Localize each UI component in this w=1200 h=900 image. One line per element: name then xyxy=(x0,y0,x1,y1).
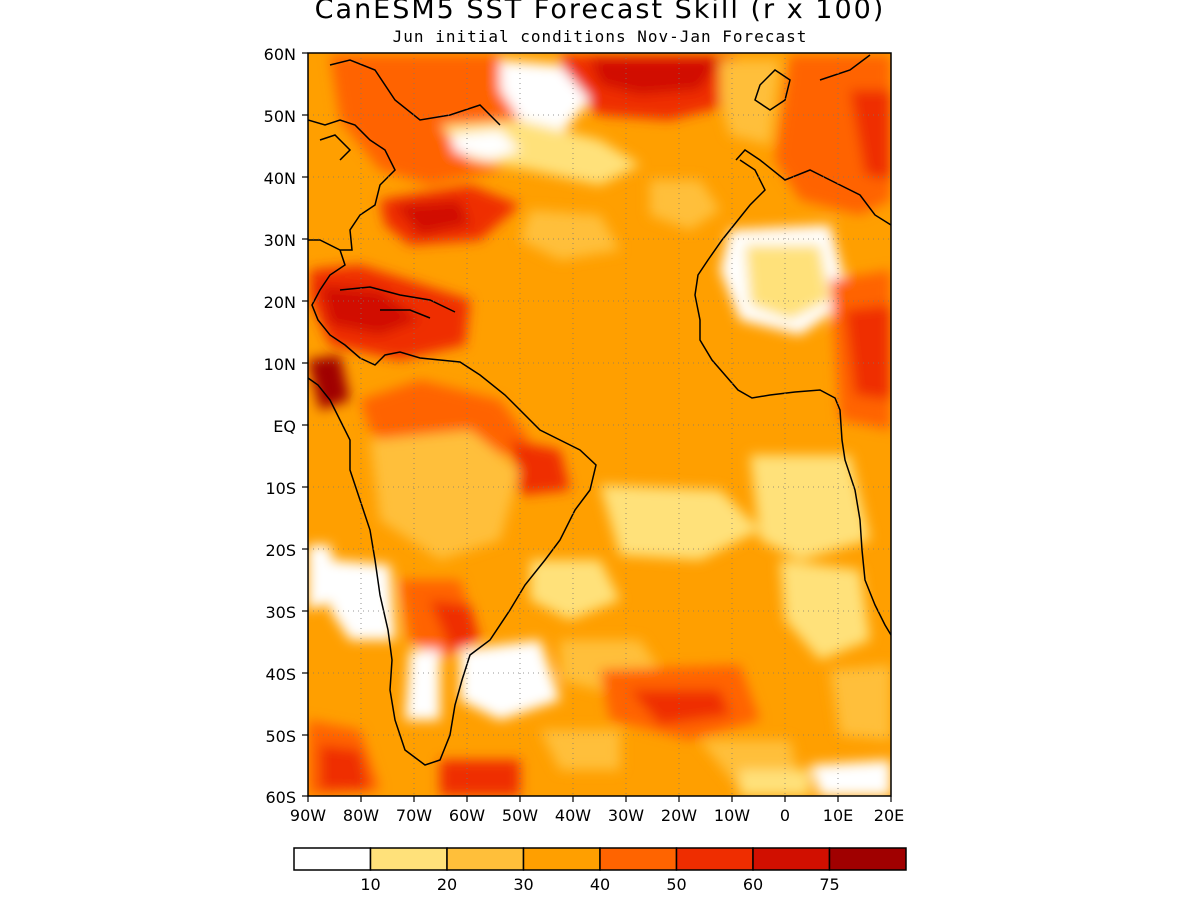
lon-label-20w: 20W xyxy=(661,806,697,825)
map-gridlines xyxy=(308,53,891,796)
lon-label-90w: 90W xyxy=(290,806,326,825)
lat-label-60n: 60N xyxy=(264,45,296,64)
lon-label-50w: 50W xyxy=(502,806,538,825)
colorbar: 10 20 30 40 50 60 75 xyxy=(293,847,907,894)
lat-label-30n: 30N xyxy=(264,231,296,250)
lon-label-70w: 70W xyxy=(396,806,432,825)
colorbar-swatch xyxy=(369,847,448,871)
colorbar-label: 40 xyxy=(590,875,610,894)
lat-label-50s: 50S xyxy=(265,727,296,746)
map-subtitle: Jun initial conditions Nov-Jan Forecast xyxy=(392,27,808,46)
colorbar-swatch xyxy=(599,847,678,871)
lat-label-40n: 40N xyxy=(264,169,296,188)
lon-label-80w: 80W xyxy=(343,806,379,825)
colorbar-swatch xyxy=(446,847,525,871)
lon-label-20e: 20E xyxy=(874,806,904,825)
lon-label-0: 0 xyxy=(780,806,790,825)
colorbar-label: 30 xyxy=(513,875,533,894)
lon-label-10e: 10E xyxy=(823,806,853,825)
lat-label-50n: 50N xyxy=(264,107,296,126)
colorbar-label: 20 xyxy=(437,875,457,894)
colorbar-swatch xyxy=(293,847,372,871)
colorbar-swatch xyxy=(675,847,754,871)
lon-label-60w: 60W xyxy=(449,806,485,825)
lon-label-40w: 40W xyxy=(555,806,591,825)
colorbar-label: 50 xyxy=(666,875,686,894)
colorbar-swatch xyxy=(828,847,907,871)
lat-label-60s: 60S xyxy=(265,788,296,807)
map-title: CanESM5 SST Forecast Skill (r x 100) xyxy=(314,0,886,25)
map-ticks xyxy=(302,52,892,802)
lon-label-10w: 10W xyxy=(714,806,750,825)
lat-label-30s: 30S xyxy=(265,603,296,622)
lon-label-30w: 30W xyxy=(608,806,644,825)
coastlines xyxy=(308,54,891,766)
lat-label-10n: 10N xyxy=(264,355,296,374)
lat-label-40s: 40S xyxy=(265,665,296,684)
colorbar-label: 60 xyxy=(743,875,763,894)
colorbar-label: 10 xyxy=(360,875,380,894)
lat-label-10s: 10S xyxy=(265,479,296,498)
lat-label-20n: 20N xyxy=(264,293,296,312)
colorbar-label: 75 xyxy=(819,875,839,894)
lat-label-eq: EQ xyxy=(273,417,296,436)
colorbar-swatch xyxy=(752,847,831,871)
colorbar-swatch xyxy=(522,847,601,871)
skill-field xyxy=(308,53,891,796)
lat-label-20s: 20S xyxy=(265,541,296,560)
